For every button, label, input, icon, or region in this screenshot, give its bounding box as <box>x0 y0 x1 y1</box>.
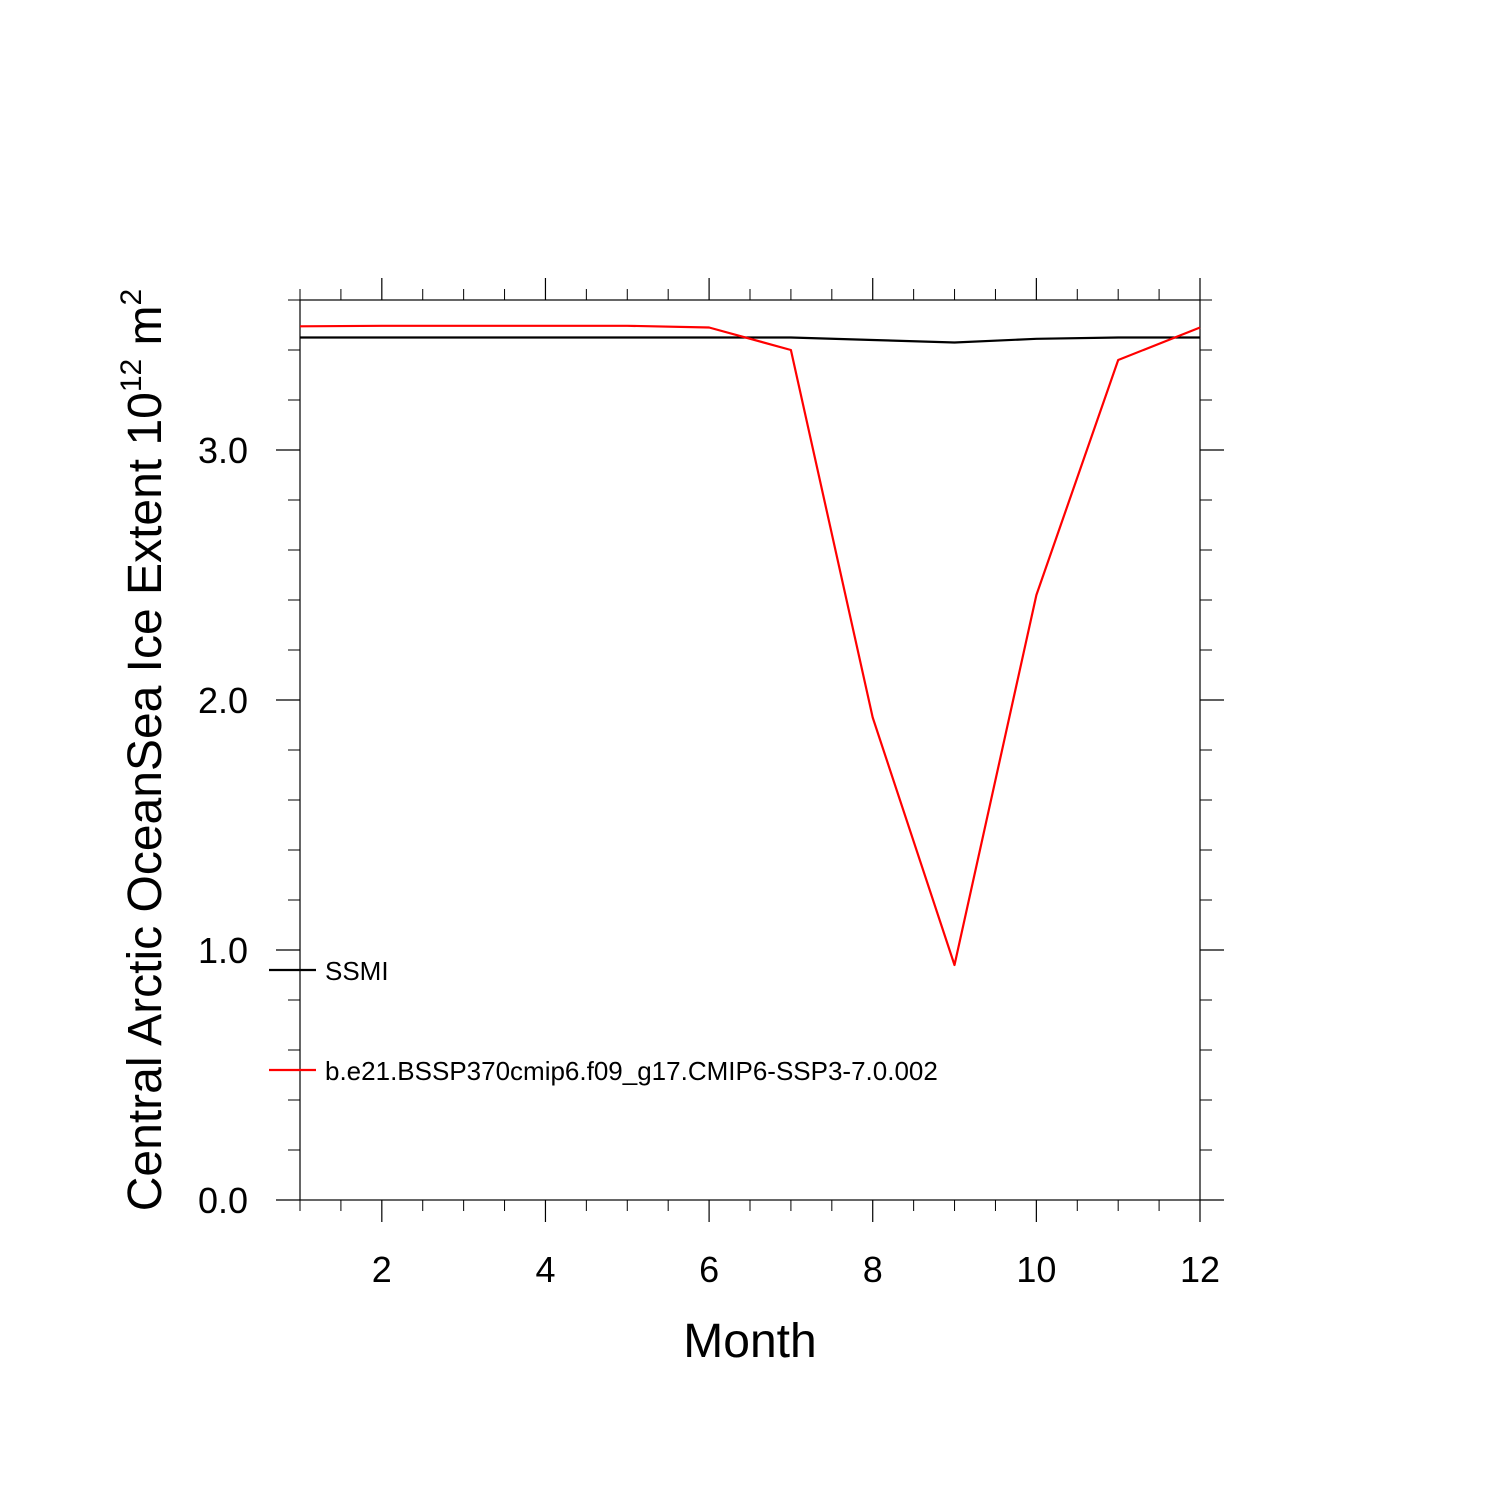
y-axis-title-exponent: 12 <box>115 359 148 392</box>
series-line-ssp370 <box>299 324 1201 967</box>
y-axis-title-main: Central Arctic OceanSea Ice Extent 10 <box>119 392 172 1211</box>
y-tick-label: 0.0 <box>198 1180 248 1221</box>
series-line-ssmi <box>300 336 1200 344</box>
legend-label: b.e21.BSSP370cmip6.f09_g17.CMIP6-SSP3-7.… <box>325 1056 938 1086</box>
tick-labels: 2 4 6 8 10 12 0.0 1.0 2.0 3.0 <box>198 430 1220 1290</box>
axis-ticks <box>276 278 1224 1222</box>
legend: SSMI b.e21.BSSP370cmip6.f09_g17.CMIP6-SSP… <box>269 956 938 1086</box>
x-axis-title: Month <box>683 1315 816 1368</box>
y-axis-title-unit-exponent: 2 <box>115 289 148 306</box>
x-tick-label: 8 <box>863 1249 883 1290</box>
x-tick-label: 4 <box>535 1249 555 1290</box>
legend-label: SSMI <box>325 956 389 986</box>
y-tick-label: 3.0 <box>198 430 248 471</box>
x-tick-label: 6 <box>699 1249 719 1290</box>
x-tick-label: 12 <box>1180 1249 1220 1290</box>
y-axis-title: Central Arctic OceanSea Ice Extent 1012 … <box>115 289 172 1211</box>
x-tick-label: 2 <box>372 1249 392 1290</box>
y-tick-label: 1.0 <box>198 930 248 971</box>
y-axis-title-unit: m <box>119 305 172 358</box>
y-tick-label: 2.0 <box>198 680 248 721</box>
series-lines <box>299 324 1201 967</box>
plot-frame <box>299 299 1201 1201</box>
x-tick-label: 10 <box>1016 1249 1056 1290</box>
